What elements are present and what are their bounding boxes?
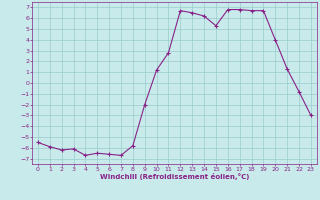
X-axis label: Windchill (Refroidissement éolien,°C): Windchill (Refroidissement éolien,°C) bbox=[100, 173, 249, 180]
